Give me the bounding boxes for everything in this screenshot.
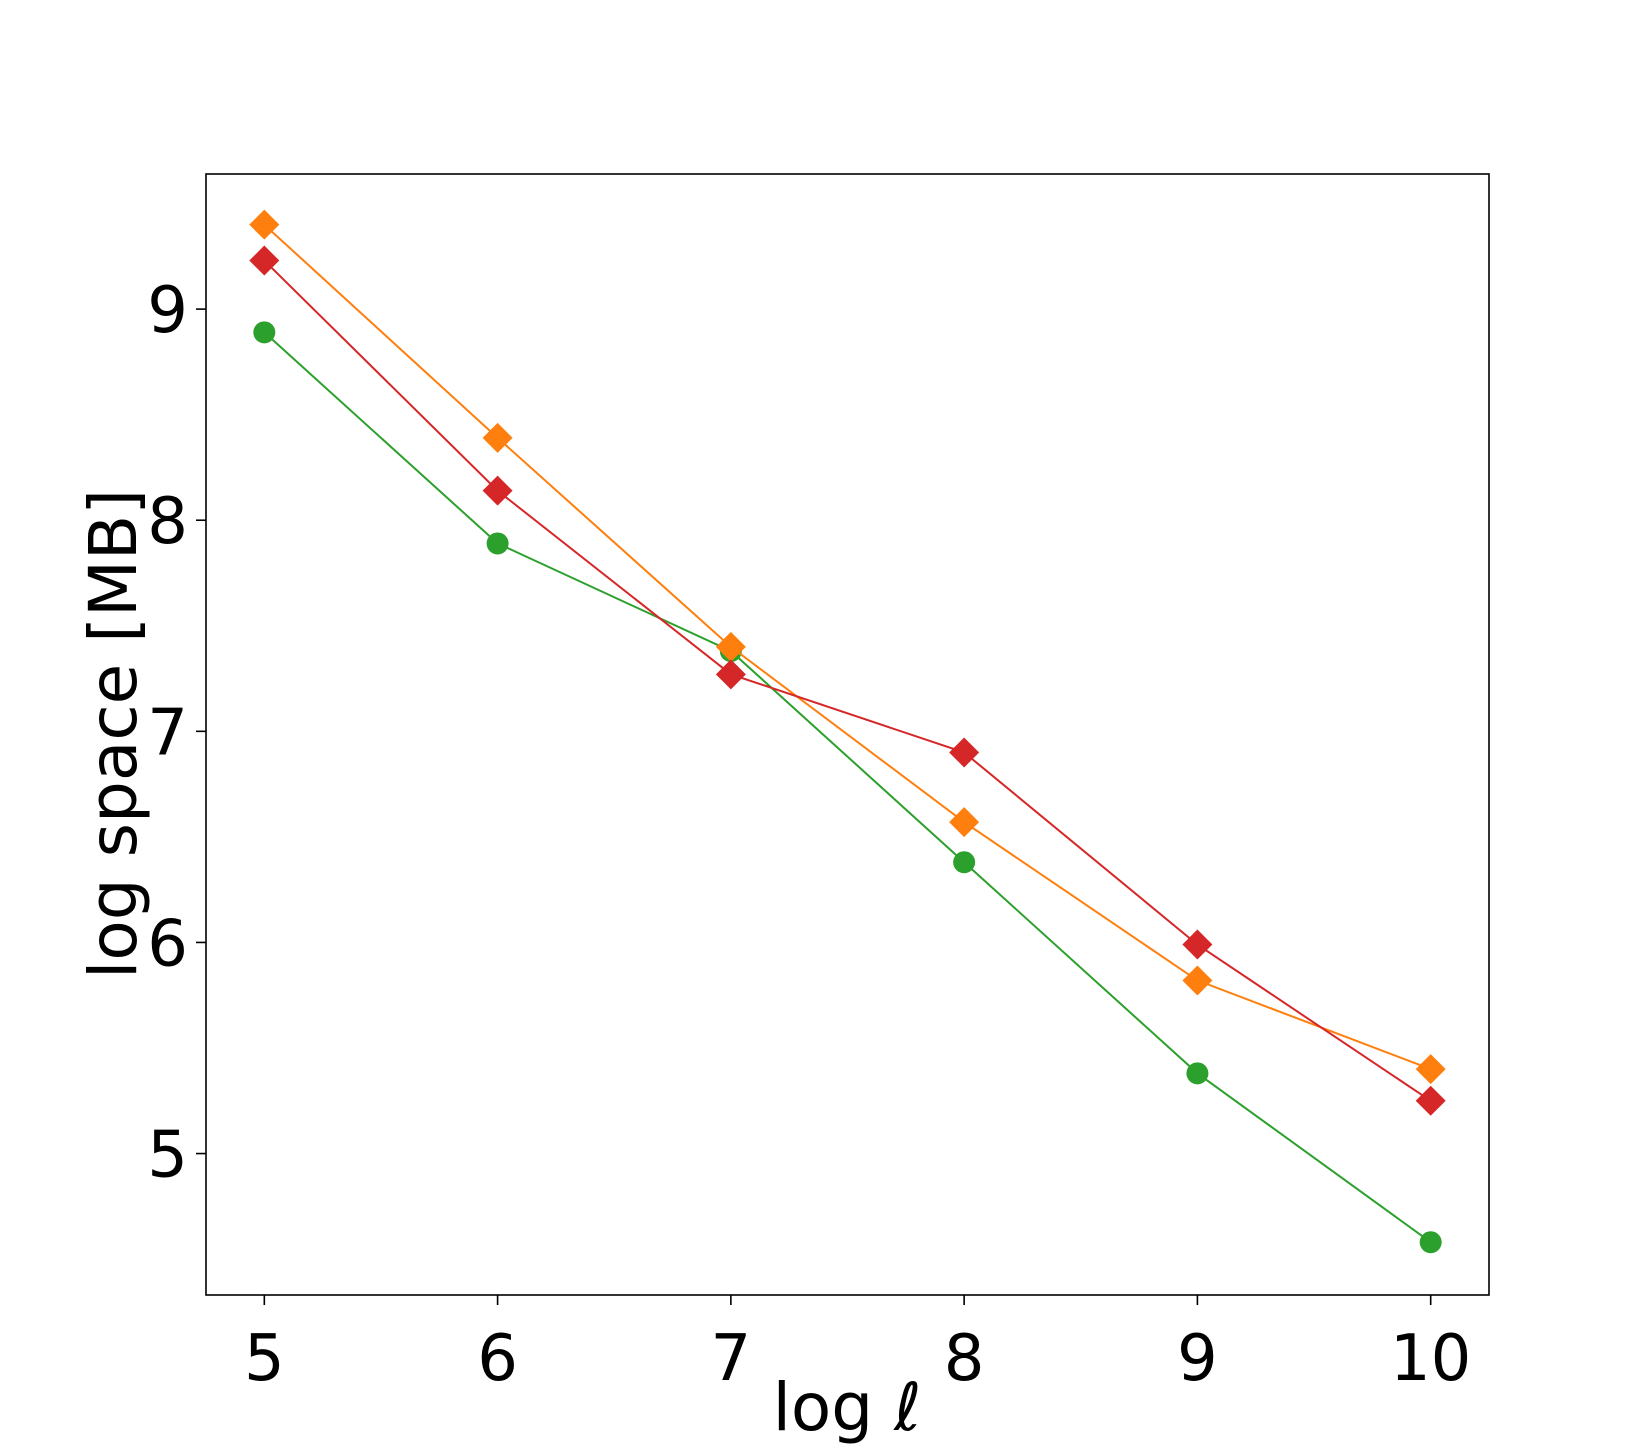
series-2-point-1 [482, 475, 513, 506]
series-1-point-4 [1182, 965, 1213, 996]
series-2-point-5 [1415, 1085, 1446, 1116]
series-0-point-4 [1186, 1062, 1209, 1085]
series-2-line [263, 259, 1432, 1102]
series-2-point-3 [949, 737, 980, 768]
y-tick-label-4: 9 [147, 274, 188, 348]
series-0-line [263, 331, 1432, 1244]
series-0-point-3 [953, 851, 976, 874]
series-2 [249, 245, 1446, 1116]
series-0 [253, 321, 1442, 1254]
x-tick-label-4: 9 [1177, 1322, 1218, 1396]
y-axis-label: log space [MB] [75, 489, 152, 979]
x-axis-label: log ℓ [773, 1369, 922, 1446]
series-1 [249, 209, 1446, 1085]
series-1-point-3 [949, 807, 980, 838]
series-2-point-4 [1182, 929, 1213, 960]
plot-frame [205, 173, 1490, 1296]
series-1-line [263, 223, 1432, 1071]
x-tick-label-0: 5 [244, 1322, 285, 1396]
series-0-point-0 [253, 321, 276, 344]
y-tick-label-0: 5 [147, 1119, 188, 1193]
series-0-point-5 [1419, 1231, 1442, 1254]
y-tick-label-3: 8 [147, 485, 188, 559]
x-tick-label-3: 8 [944, 1322, 985, 1396]
series-layer [249, 209, 1446, 1254]
series-1-point-2 [715, 631, 746, 662]
y-tick-label-1: 6 [147, 907, 188, 981]
series-2-point-2 [715, 659, 746, 690]
series-1-point-5 [1415, 1054, 1446, 1085]
series-2-point-0 [249, 245, 280, 276]
x-tick-label-5: 10 [1390, 1322, 1471, 1396]
x-tick-label-1: 6 [477, 1322, 518, 1396]
x-axis-ticks: 5 6 7 8 9 10 [244, 1295, 1471, 1396]
series-1-point-0 [249, 209, 280, 240]
y-axis-ticks: 5 6 7 8 9 [147, 274, 206, 1193]
series-1-point-1 [482, 422, 513, 453]
x-tick-label-2: 7 [711, 1322, 752, 1396]
y-tick-label-2: 7 [147, 696, 188, 770]
series-0-point-1 [486, 532, 509, 555]
